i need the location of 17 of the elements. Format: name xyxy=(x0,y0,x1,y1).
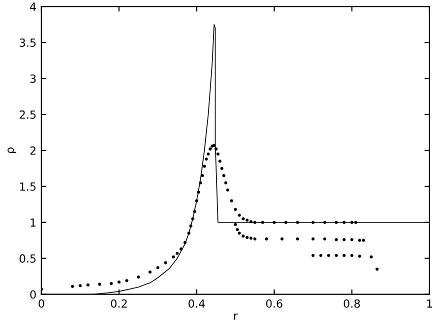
y-tick-label: 0 xyxy=(30,290,36,299)
y-tick-label: 3 xyxy=(30,74,36,83)
y-tick-label: 2.5 xyxy=(20,110,36,119)
y-tick-label: 1.5 xyxy=(20,182,36,191)
x-tick-label: 0 xyxy=(38,299,44,308)
x-tick-label: 0.6 xyxy=(266,299,282,308)
y-tick-label: 3.5 xyxy=(20,38,36,47)
x-tick-label: 0.2 xyxy=(110,299,127,308)
y-tick-label: 1 xyxy=(30,218,36,227)
y-tick-label: 0.5 xyxy=(20,254,36,263)
y-tick-label: 4 xyxy=(30,2,36,11)
x-tick-label: 0.4 xyxy=(188,299,205,308)
x-axis-title: r xyxy=(234,314,238,320)
y-axis-title: ρ xyxy=(8,148,16,153)
x-tick-label: 0.8 xyxy=(344,299,360,308)
x-tick-label: 1 xyxy=(427,300,432,308)
y-tick-label: 2 xyxy=(30,146,36,155)
